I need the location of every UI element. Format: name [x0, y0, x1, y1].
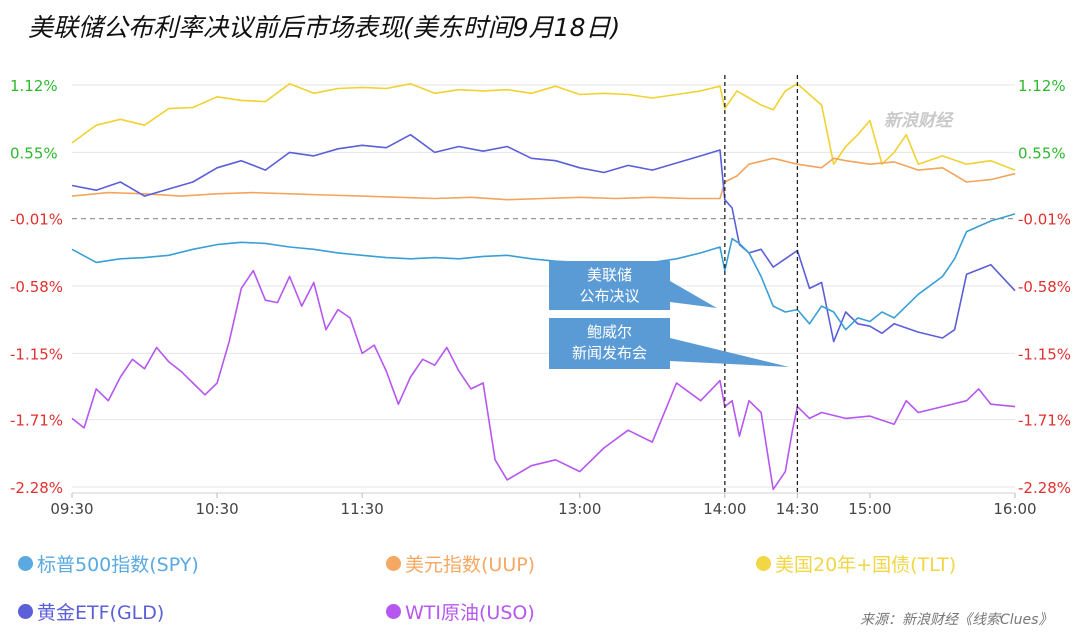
callout-box: [549, 261, 670, 310]
sina-watermark: 新浪财经: [884, 111, 952, 131]
legend-dot-icon: [756, 556, 771, 571]
grid-lines: [72, 84, 1015, 494]
legend-label: WTI原油(USO): [405, 602, 535, 624]
legend-item-uso: WTI原油(USO): [386, 598, 535, 625]
y-tick-label-left: -0.01%: [10, 211, 63, 229]
callout-text: 公布决议: [579, 287, 639, 305]
series-line-gld: [71, 133, 1016, 343]
callout-box: [549, 318, 670, 369]
callout-pointer: [670, 281, 717, 308]
legend-label: 美元指数(UUP): [405, 554, 536, 576]
callout-text: 新闻发布会: [572, 344, 647, 362]
y-tick-label-left: -0.58%: [10, 278, 63, 296]
legend-item-gld: 黄金ETF(GLD): [18, 598, 164, 625]
legend-dot-icon: [386, 556, 401, 571]
series-line-spy: [71, 213, 1016, 331]
y-tick-label-left: -1.15%: [10, 345, 63, 363]
legend-item-uup: 美元指数(UUP): [386, 550, 535, 577]
series-lines: [71, 83, 1016, 491]
callout-pointer: [670, 338, 790, 367]
series-line-uup: [71, 157, 1016, 201]
legend-item-spy: 标普500指数(SPY): [18, 550, 199, 577]
x-tick-label: 15:00: [848, 500, 891, 518]
y-tick-label-right: -0.01%: [1018, 211, 1071, 229]
y-tick-label-left: -1.71%: [10, 412, 63, 430]
y-tick-label-right: -1.71%: [1018, 412, 1071, 430]
x-tick-label: 09:30: [50, 500, 93, 518]
legend-dot-icon: [18, 604, 33, 619]
y-axis-left: 1.12% 0.55% -0.01% -0.58% -1.15% -1.71% -2.28%: [10, 77, 63, 497]
y-tick-label-right: 0.55%: [1018, 144, 1066, 162]
y-tick-label-left: 0.55%: [10, 144, 58, 162]
legend-item-tlt: 美国20年+国债(TLT): [756, 550, 956, 577]
x-tick-label: 11:30: [341, 500, 384, 518]
legend-label: 美国20年+国债(TLT): [775, 554, 957, 576]
y-tick-label-right: 1.12%: [1018, 77, 1066, 95]
x-tick-label: 10:30: [195, 500, 238, 518]
x-axis: 09:30 10:30 11:30 13:00 14:00 14:30 15:00 16:00: [50, 493, 1037, 518]
x-tick-label: 14:00: [703, 500, 746, 518]
x-tick-label: 13:00: [558, 500, 601, 518]
series-line-uso: [71, 269, 1016, 491]
series-line-tlt: [71, 83, 1016, 171]
callout-text: 鲍威尔: [587, 323, 632, 341]
y-tick-label-left: -2.28%: [10, 479, 63, 497]
source-note: 来源：新浪财经《线索Clues》: [860, 612, 1053, 628]
legend-label: 标普500指数(SPY): [37, 554, 199, 576]
y-axis-right: 1.12% 0.55% -0.01% -0.58% -1.15% -1.71% -2.28%: [1018, 77, 1071, 497]
y-tick-label-left: 1.12%: [10, 77, 58, 95]
event-lines: [724, 75, 799, 493]
x-tick-label: 14:30: [776, 500, 819, 518]
callout-text: 美联储: [587, 266, 632, 284]
legend-label: 黄金ETF(GLD): [37, 602, 165, 624]
x-tick-label: 16:00: [993, 500, 1036, 518]
y-tick-label-right: -0.58%: [1018, 278, 1071, 296]
legend-dot-icon: [386, 604, 401, 619]
chart-title: 美联储公布利率决议前后市场表现(美东时间9月18日): [28, 13, 621, 42]
y-tick-label-right: -2.28%: [1018, 479, 1071, 497]
y-tick-label-right: -1.15%: [1018, 345, 1071, 363]
legend-dot-icon: [18, 556, 33, 571]
